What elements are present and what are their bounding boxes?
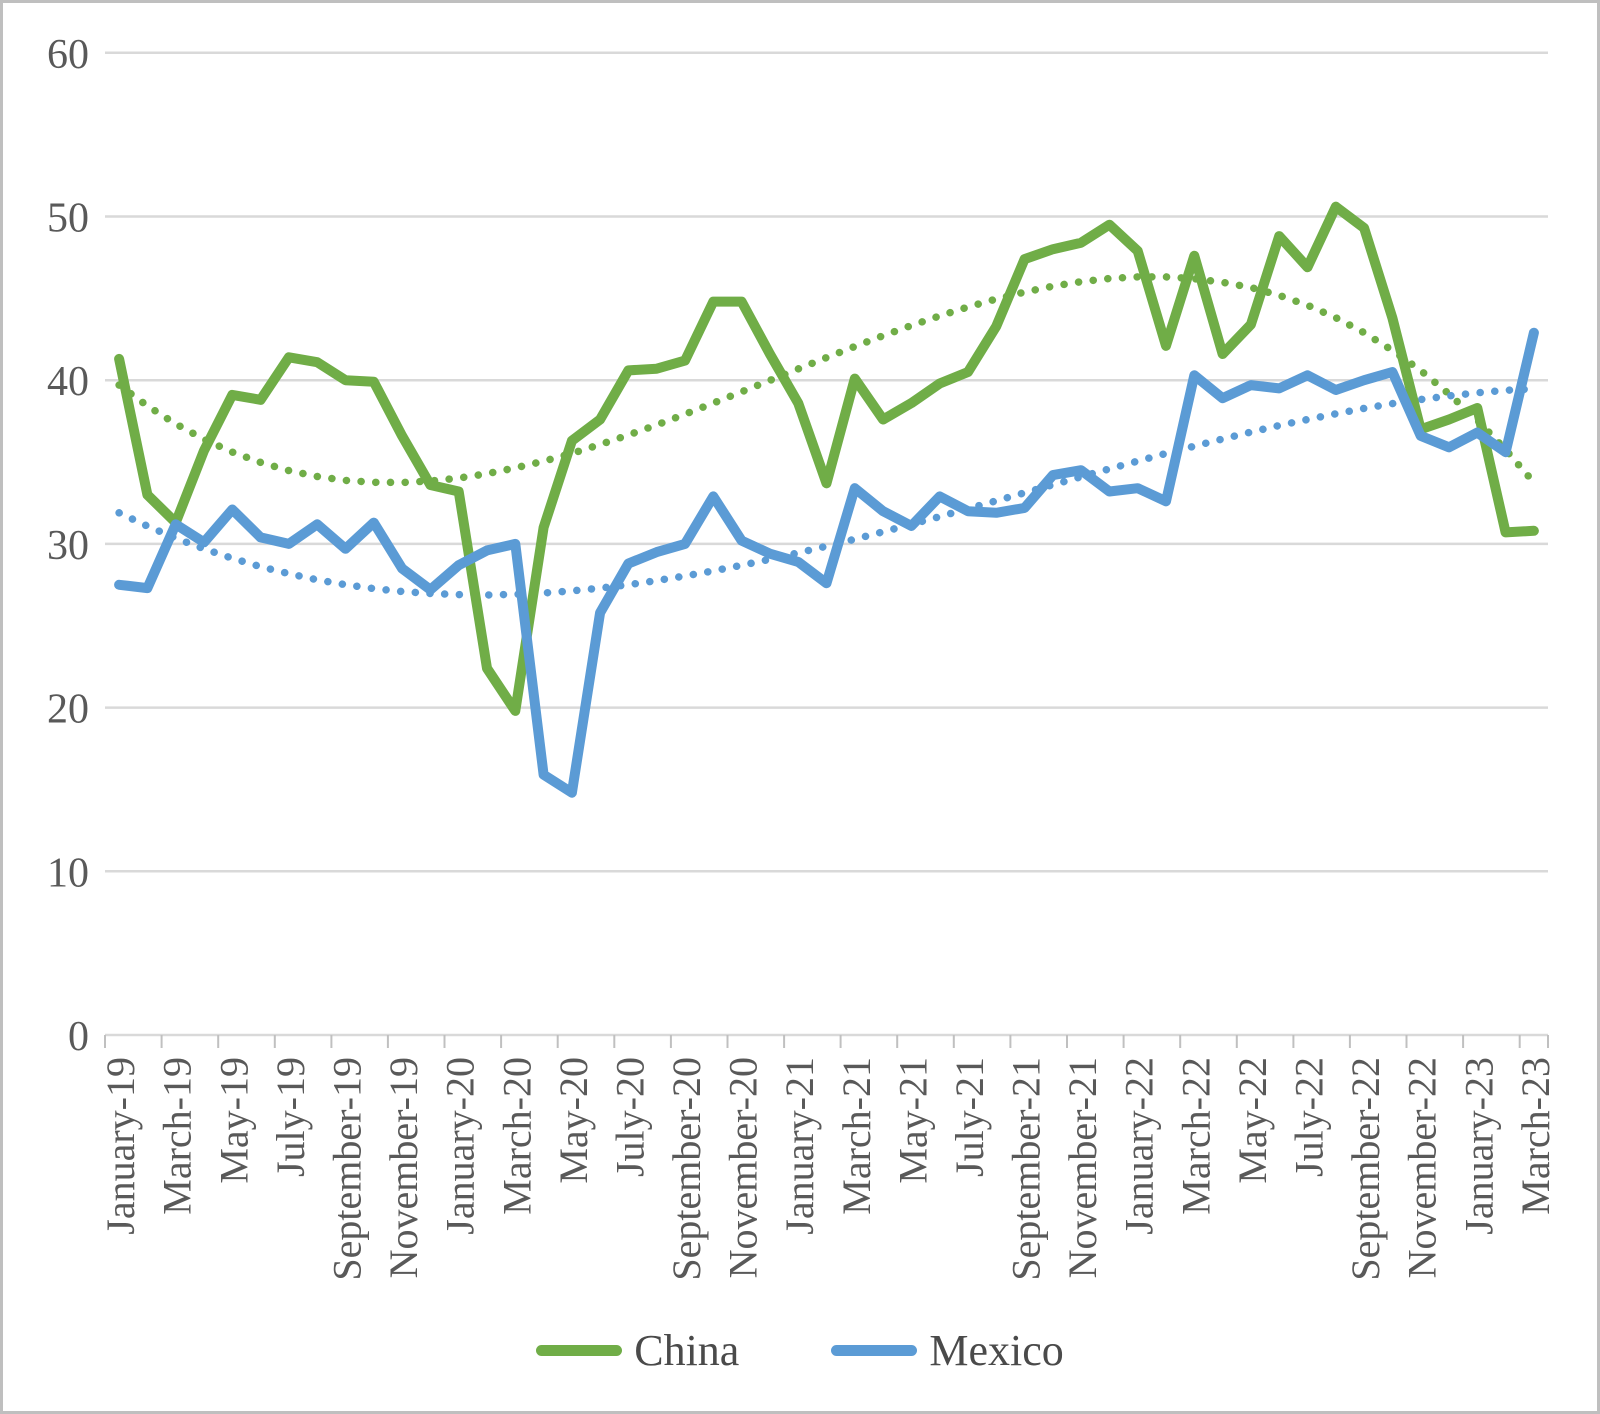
x-axis-ticks [104,1035,1549,1048]
legend-item-china: China [536,1325,739,1376]
x-tick-label: January-21 [777,1057,822,1235]
x-tick-label: July-20 [607,1057,652,1177]
gridlines [105,51,1548,1037]
china-series-path [114,201,1539,716]
x-tick-label: July-21 [947,1057,992,1177]
x-tick-label: March-19 [155,1057,200,1215]
y-tick-label: 30 [47,523,89,569]
mexico-trendline [115,385,1538,599]
x-tick-label: November-22 [1400,1057,1445,1278]
mexico-trend-path [115,385,1538,599]
x-tick-label: September-19 [325,1057,370,1281]
x-tick-label: September-21 [1004,1057,1049,1281]
x-tick-label: May-21 [890,1057,935,1184]
x-tick-label: January-23 [1456,1057,1501,1235]
y-tick-label: 50 [47,196,89,242]
y-tick-label: 10 [47,850,89,896]
y-tick-label: 0 [68,1014,89,1060]
legend: China Mexico [3,1325,1597,1376]
legend-label-china: China [634,1326,740,1375]
legend-label-mexico: Mexico [929,1326,1064,1375]
x-tick-label: March-20 [494,1057,539,1215]
x-tick-label: July-22 [1287,1057,1332,1177]
x-tick-label: March-21 [834,1057,879,1215]
x-tick-label: July-19 [268,1057,313,1177]
y-tick-label: 40 [47,359,89,405]
mexico-series-path [114,327,1539,798]
china-line-swatch [536,1345,623,1356]
line-chart: 0 10 20 30 40 50 60 January-19 March-19 May-19 Ju… [47,32,1558,1281]
mexico-line-swatch [831,1345,918,1356]
y-tick-label: 60 [47,32,89,78]
x-tick-label: May-22 [1230,1057,1275,1184]
x-tick-label: March-22 [1173,1057,1218,1215]
china-trend-path [115,273,1538,487]
x-tick-label: September-20 [664,1057,709,1281]
x-tick-label: March-23 [1513,1057,1558,1215]
china-line [114,201,1539,716]
legend-item-mexico: Mexico [831,1325,1064,1376]
x-tick-label: January-20 [438,1057,483,1235]
x-tick-label: January-19 [98,1057,143,1235]
x-tick-label: May-19 [211,1057,256,1184]
y-tick-label: 20 [47,687,89,733]
china-trendline [115,273,1538,487]
x-tick-label: November-19 [381,1057,426,1278]
x-tick-label: November-21 [1060,1057,1105,1278]
y-axis-labels: 0 10 20 30 40 50 60 [47,32,89,1060]
x-tick-label: November-20 [721,1057,766,1278]
x-tick-label: September-22 [1343,1057,1388,1281]
x-tick-label: May-20 [551,1057,596,1184]
x-axis-labels: January-19 March-19 May-19 July-19 September… [98,1057,1558,1281]
x-tick-label: January-22 [1117,1057,1162,1235]
mexico-line [114,327,1539,798]
